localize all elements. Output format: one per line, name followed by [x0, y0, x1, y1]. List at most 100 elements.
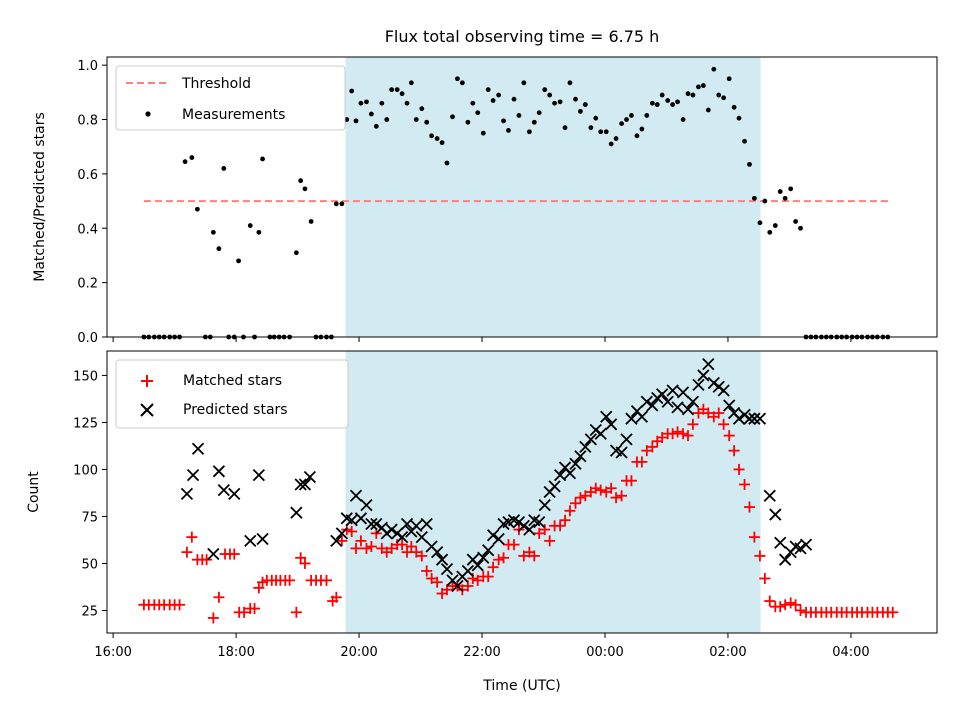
top-x-ticks [112, 337, 852, 342]
predicted-star-point [625, 412, 638, 425]
matched-star-point [605, 482, 617, 494]
measurement-point [506, 127, 511, 133]
measurement-point [364, 99, 369, 105]
top-y-tick-label: 0.8 [77, 114, 98, 129]
predicted-star-point [410, 519, 423, 532]
measurement-point [711, 66, 717, 72]
matched-star-point [336, 535, 348, 547]
predicted-star-point [435, 553, 449, 566]
measurement-point [624, 117, 629, 122]
matched-star-point [554, 520, 566, 532]
measurement-point [394, 87, 400, 93]
predicted-star-point [252, 468, 265, 482]
matched-star-point [462, 580, 474, 592]
measurement-point [444, 160, 450, 166]
matched-star-point [421, 565, 433, 577]
matched-star-point [590, 482, 602, 494]
predicted-star-point [620, 433, 633, 446]
matched-star-point [672, 426, 684, 438]
measurement-point [639, 126, 645, 132]
measurement-point [516, 113, 522, 118]
predicted-star-point [656, 388, 669, 401]
measurement-point [247, 223, 253, 228]
matched-star-point [174, 599, 186, 611]
measurement-point [752, 195, 757, 201]
bottom-panel: 25 50 75 100 125 150 16:00 18:00 20:00 22:00 00:0… [26, 350, 938, 694]
measurement-point [399, 91, 405, 97]
matched-star-point [186, 531, 198, 543]
matched-star-point [636, 456, 648, 468]
measurement-point [772, 223, 778, 228]
matched-star-point [290, 606, 302, 618]
matched-star-point [396, 539, 408, 551]
measurement-point [308, 219, 314, 224]
measurement-point [757, 220, 763, 226]
matched-star-point [559, 514, 571, 526]
matched-stars-series [138, 403, 899, 624]
measurement-point [344, 117, 350, 122]
matched-star-point [713, 407, 725, 419]
predicted-star-point [686, 395, 700, 408]
measurement-point [216, 246, 222, 252]
matched-star-point [201, 554, 213, 566]
predicted-star-point [385, 523, 398, 536]
predicted-star-point [533, 515, 546, 529]
top-plot-frame [106, 56, 938, 338]
measurement-point [665, 98, 671, 103]
legend-threshold-label: Threshold [181, 76, 251, 92]
matched-star-point [733, 463, 745, 475]
predicted-star-point [763, 489, 776, 502]
matched-star-point [295, 552, 307, 564]
predicted-star-point [400, 517, 414, 531]
predicted-star-point [207, 547, 220, 561]
matched-star-point [790, 599, 802, 611]
predicted-star-point [217, 483, 230, 497]
bottom-y-tick-label: 150 [73, 369, 98, 384]
predicted-star-point [415, 530, 428, 544]
measurement-point [777, 189, 783, 194]
matched-star-point [887, 606, 899, 618]
measurement-point [578, 108, 583, 114]
measurement-point [788, 186, 794, 192]
predicted-star-point [605, 418, 618, 431]
predicted-star-point [477, 551, 490, 564]
predicted-star-point [615, 446, 628, 459]
measurement-point [557, 99, 563, 105]
predicted-star-point [180, 487, 194, 501]
predicted-star-point [523, 523, 536, 536]
measurement-point [459, 80, 465, 86]
top-y-tick-label: 0.2 [77, 277, 98, 292]
measurement-point [419, 106, 425, 112]
predicted-star-point [451, 579, 464, 593]
measurement-point [700, 83, 706, 88]
predicted-star-point [228, 487, 241, 501]
predicted-star-point [420, 517, 433, 531]
measurement-point [424, 119, 430, 125]
measurement-point [603, 129, 609, 135]
measurement-point [521, 80, 527, 86]
matched-star-point [569, 497, 581, 509]
measurement-point [798, 225, 803, 231]
measurement-point [470, 100, 476, 106]
matched-star-point [410, 546, 422, 558]
matched-star-point [610, 492, 622, 504]
predicted-star-point [635, 410, 649, 423]
predicted-star-point [600, 410, 613, 423]
matched-star-point [365, 541, 377, 553]
measurement-point [256, 229, 262, 235]
measurement-point [542, 87, 548, 93]
predicted-star-point [574, 450, 587, 463]
measurement-point [573, 96, 578, 102]
legend-predicted-label: Predicted stars [183, 402, 288, 418]
matched-star-point [181, 546, 193, 558]
matched-star-point [677, 428, 689, 440]
measurement-point [782, 195, 788, 201]
matched-star-point [213, 591, 225, 603]
measurement-point [690, 92, 696, 98]
matched-star-point [493, 554, 505, 566]
bottom-x-tick-label: 02:00 [709, 645, 746, 660]
predicted-star-point [345, 514, 358, 527]
measurement-point [221, 166, 227, 171]
measurement-point [716, 92, 722, 98]
